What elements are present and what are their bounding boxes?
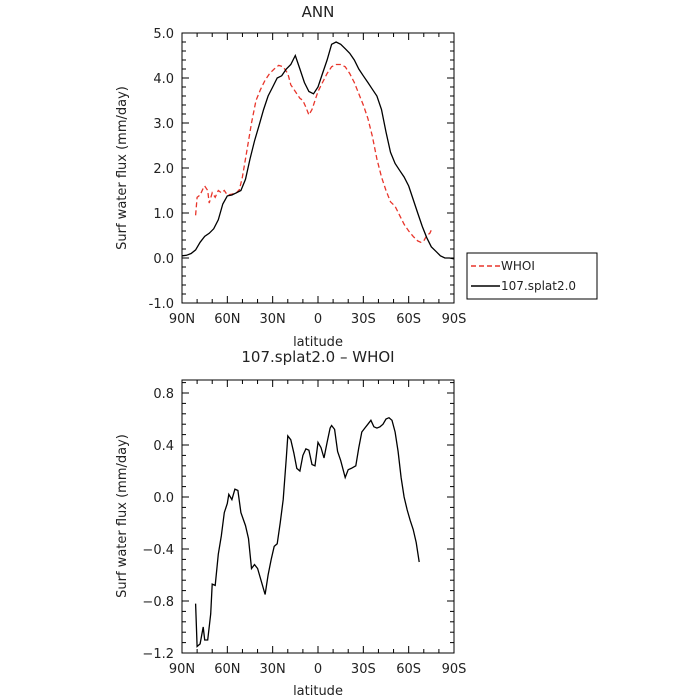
bottom-y-tick-label: −0.8 [142, 595, 174, 610]
top-x-tick-label: 30S [351, 312, 376, 327]
bottom-plot-frame [181, 379, 455, 654]
top-panel: ANN 90N 60N 30N 0 30S 60S 90S -1.0 0.0 1.0 2.0 3.0 4… [115, 3, 466, 350]
top-x-tick-label: 60S [396, 312, 421, 327]
bottom-panel: 107.splat2.0 – WHOI 90N 60N 30N 0 30S 60S 90S −… [115, 348, 466, 699]
bottom-series-lines [194, 416, 420, 648]
bottom-x-tick-label: 0 [314, 662, 322, 677]
bottom-y-tick-label: 0.4 [153, 439, 174, 454]
bottom-x-tick-label: 30N [260, 662, 286, 677]
legend-box [466, 252, 598, 300]
bottom-y-tick-label: −0.4 [142, 543, 174, 558]
bottom-chart-title: 107.splat2.0 – WHOI [241, 348, 394, 366]
top-chart-title: ANN [302, 3, 335, 21]
top-x-tick-label: 90N [169, 312, 195, 327]
legend-label-whoi: WHOI [501, 259, 535, 273]
top-x-tick-label: 30N [260, 312, 286, 327]
top-y-tick-label: 1.0 [153, 207, 174, 222]
top-y-tick-label: 4.0 [153, 72, 174, 87]
top-y-tick-label: -1.0 [149, 297, 174, 312]
bottom-x-axis-label: latitude [293, 684, 343, 699]
legend: WHOI 107.splat2.0 [466, 252, 598, 300]
top-x-tick-label: 60N [214, 312, 240, 327]
bottom-x-tick-label: 60S [396, 662, 421, 677]
top-y-tick-label: 0.0 [153, 252, 174, 267]
top-series-lines [181, 41, 455, 260]
bottom-series-line-difference [194, 416, 420, 648]
top-x-tick-label: 90S [442, 312, 467, 327]
bottom-x-tick-label: 90N [169, 662, 195, 677]
top-x-axis-label: latitude [293, 335, 343, 350]
top-y-tick-label: 3.0 [153, 117, 174, 132]
bottom-axis-ticks: 90N 60N 30N 0 30S 60S 90S −1.2 −0.8 −0.4 0.0 0.4 0.8 [142, 380, 466, 677]
bottom-y-tick-label: 0.8 [153, 387, 174, 402]
top-axis-ticks: 90N 60N 30N 0 30S 60S 90S -1.0 0.0 1.0 2.0 3.0 4.0 5.… [149, 27, 467, 327]
top-x-tick-label: 0 [314, 312, 322, 327]
bottom-x-tick-label: 90S [442, 662, 467, 677]
top-y-axis-label: Surf water flux (mm/day) [115, 86, 130, 250]
bottom-y-tick-label: 0.0 [153, 491, 174, 506]
bottom-x-tick-label: 60N [214, 662, 240, 677]
top-y-tick-label: 2.0 [153, 162, 174, 177]
top-series-line-whoi [194, 63, 432, 244]
bottom-y-axis-label: Surf water flux (mm/day) [115, 434, 130, 598]
legend-label-splat: 107.splat2.0 [501, 279, 576, 293]
top-plot-frame [181, 32, 455, 304]
top-series-line-107-splat2-0 [181, 41, 455, 260]
top-y-tick-label: 5.0 [153, 27, 174, 42]
bottom-y-tick-label: −1.2 [142, 647, 174, 662]
bottom-x-tick-label: 30S [351, 662, 376, 677]
